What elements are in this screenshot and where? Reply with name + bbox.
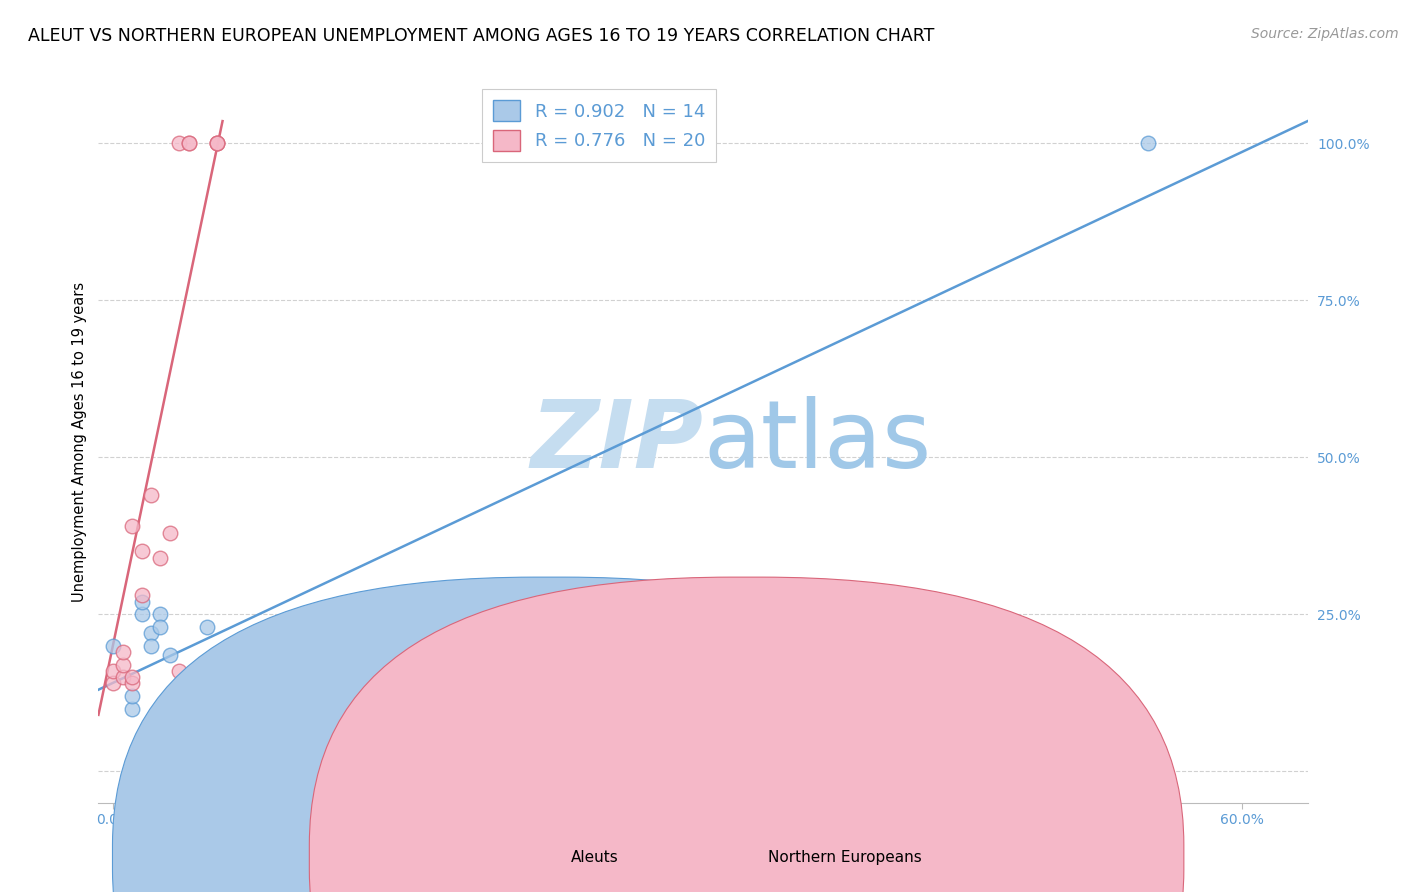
Point — [149, 620, 172, 634]
Point — [111, 645, 134, 659]
Point — [197, 620, 219, 634]
Point — [177, 136, 200, 150]
Point — [131, 595, 153, 609]
Y-axis label: Unemployment Among Ages 16 to 19 years: Unemployment Among Ages 16 to 19 years — [72, 282, 87, 601]
Point — [159, 648, 181, 662]
Point — [103, 639, 125, 653]
Point — [121, 689, 143, 703]
Point — [149, 607, 172, 622]
Point — [328, 626, 350, 640]
Point — [169, 136, 191, 150]
Point — [205, 136, 228, 150]
Point — [111, 657, 134, 672]
Point — [139, 626, 162, 640]
Point — [159, 525, 181, 540]
Point — [103, 664, 125, 678]
Point — [131, 544, 153, 558]
Point — [121, 519, 143, 533]
Point — [177, 136, 200, 150]
Point — [111, 670, 134, 684]
Text: Aleuts: Aleuts — [571, 850, 619, 864]
Legend: R = 0.902   N = 14, R = 0.776   N = 20: R = 0.902 N = 14, R = 0.776 N = 20 — [482, 89, 716, 161]
Point — [131, 589, 153, 603]
Point — [139, 639, 162, 653]
Point — [121, 670, 143, 684]
Point — [131, 607, 153, 622]
Text: Source: ZipAtlas.com: Source: ZipAtlas.com — [1251, 27, 1399, 41]
Text: ZIP: ZIP — [530, 395, 703, 488]
Point — [103, 676, 125, 690]
Text: ALEUT VS NORTHERN EUROPEAN UNEMPLOYMENT AMONG AGES 16 TO 19 YEARS CORRELATION CH: ALEUT VS NORTHERN EUROPEAN UNEMPLOYMENT … — [28, 27, 935, 45]
Text: atlas: atlas — [703, 395, 931, 488]
Point — [169, 664, 191, 678]
Point — [149, 550, 172, 565]
Point — [139, 488, 162, 502]
Point — [1136, 136, 1159, 150]
Point — [121, 676, 143, 690]
Point — [205, 136, 228, 150]
Point — [121, 701, 143, 715]
Text: Northern Europeans: Northern Europeans — [768, 850, 921, 864]
Point — [205, 667, 228, 681]
Point — [205, 136, 228, 150]
